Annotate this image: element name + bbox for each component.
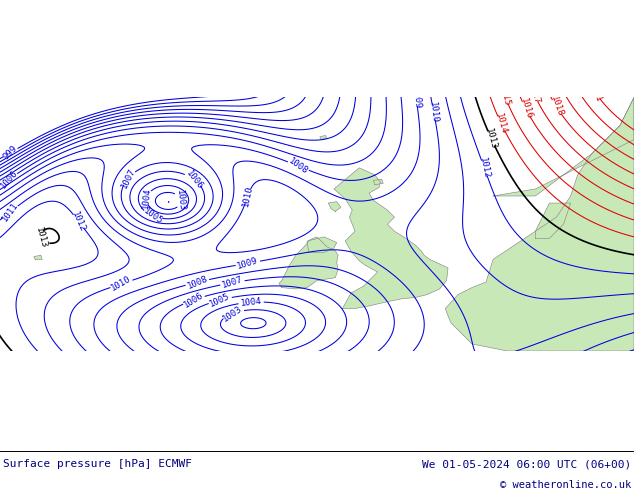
Text: 1005: 1005 xyxy=(209,292,231,309)
Text: 1018: 1018 xyxy=(548,95,564,119)
Text: 1008: 1008 xyxy=(186,274,209,291)
Text: 1007: 1007 xyxy=(221,275,244,290)
Text: 1006: 1006 xyxy=(182,291,205,310)
Text: 1015: 1015 xyxy=(12,395,33,418)
Text: 1009: 1009 xyxy=(236,256,259,271)
Polygon shape xyxy=(493,98,634,196)
Polygon shape xyxy=(334,168,448,309)
Polygon shape xyxy=(535,203,571,238)
Text: 1005: 1005 xyxy=(611,386,633,405)
Text: We 01-05-2024 06:00 UTC (06+00): We 01-05-2024 06:00 UTC (06+00) xyxy=(422,459,631,469)
Text: 1004: 1004 xyxy=(141,187,153,209)
Text: © weatheronline.co.uk: © weatheronline.co.uk xyxy=(500,480,631,490)
Text: 1016: 1016 xyxy=(519,97,533,121)
Text: 1008: 1008 xyxy=(287,156,310,176)
Text: 1010: 1010 xyxy=(428,101,439,123)
Text: 1005: 1005 xyxy=(141,206,164,226)
Text: Surface pressure [hPa] ECMWF: Surface pressure [hPa] ECMWF xyxy=(3,459,192,469)
Text: 1003: 1003 xyxy=(323,40,333,61)
Text: 1003: 1003 xyxy=(626,402,634,420)
Text: 1020: 1020 xyxy=(561,54,574,77)
Polygon shape xyxy=(307,237,337,252)
Text: 1009: 1009 xyxy=(411,88,422,110)
Text: 1009: 1009 xyxy=(495,381,517,402)
Polygon shape xyxy=(320,135,327,140)
Text: 1012: 1012 xyxy=(70,210,87,233)
Text: 1021: 1021 xyxy=(586,80,603,103)
Polygon shape xyxy=(328,201,341,212)
Text: 1014: 1014 xyxy=(494,112,508,135)
Text: 1006: 1006 xyxy=(184,168,204,191)
Text: 1000: 1000 xyxy=(283,24,292,46)
Text: 1010: 1010 xyxy=(241,185,254,208)
Text: 1002: 1002 xyxy=(310,24,320,46)
Polygon shape xyxy=(279,237,338,289)
Text: 1006: 1006 xyxy=(0,168,19,190)
Text: 1007: 1007 xyxy=(558,383,580,403)
Text: 1004: 1004 xyxy=(338,23,347,45)
Text: 1010: 1010 xyxy=(110,274,133,293)
Text: 1013: 1013 xyxy=(34,226,49,249)
Text: 1007: 1007 xyxy=(119,167,137,190)
Text: 1015: 1015 xyxy=(498,84,512,107)
Text: 1004: 1004 xyxy=(240,296,262,308)
Text: 1005: 1005 xyxy=(351,56,361,78)
Text: 1013: 1013 xyxy=(484,127,498,150)
Text: 1004: 1004 xyxy=(598,401,621,420)
Text: 1017: 1017 xyxy=(527,83,541,106)
Text: 1012: 1012 xyxy=(477,156,491,179)
Polygon shape xyxy=(373,179,383,185)
Text: 1003: 1003 xyxy=(221,304,244,323)
Text: 1011: 1011 xyxy=(1,200,20,223)
Text: 1007: 1007 xyxy=(380,73,390,95)
Polygon shape xyxy=(34,255,42,259)
Text: 1001: 1001 xyxy=(295,40,305,62)
Text: 1003: 1003 xyxy=(175,189,186,211)
Text: 999: 999 xyxy=(2,144,20,162)
Polygon shape xyxy=(445,98,634,351)
Text: 1008: 1008 xyxy=(529,382,551,403)
Text: 1019: 1019 xyxy=(551,69,565,92)
Text: 1006: 1006 xyxy=(549,399,571,419)
